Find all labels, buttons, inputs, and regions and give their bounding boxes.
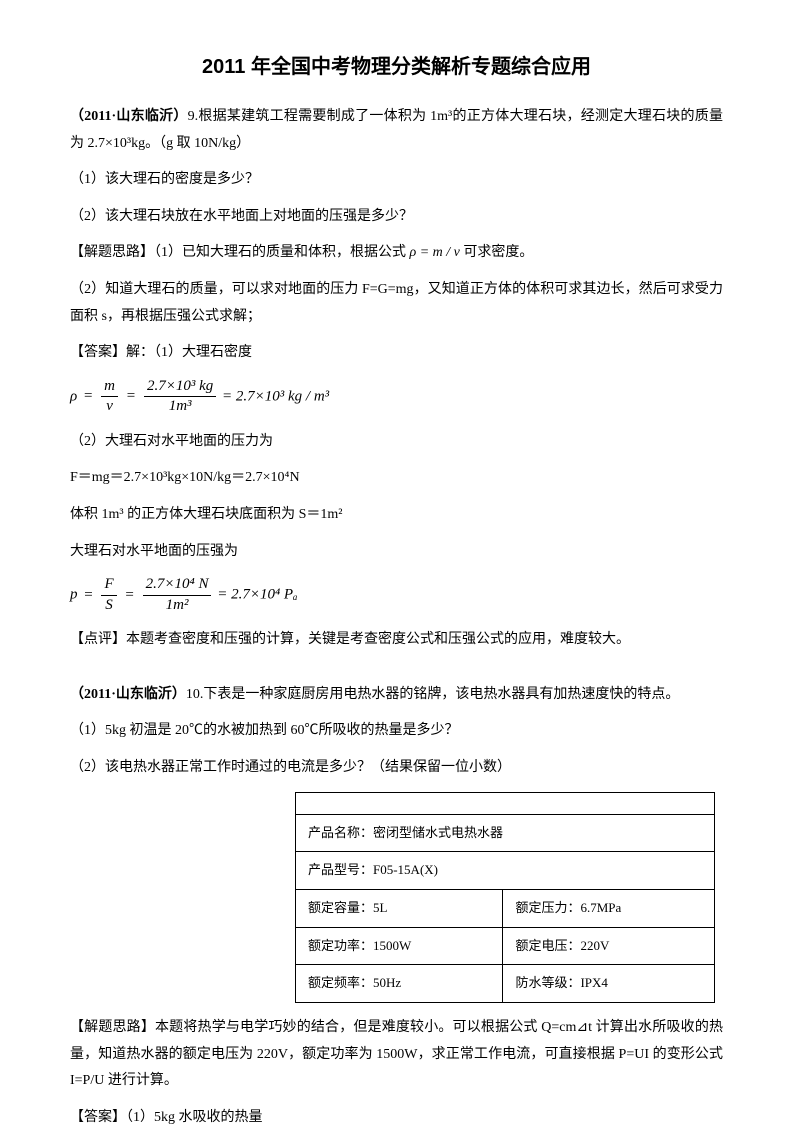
f2-frac2-top: 2.7×10⁴ N bbox=[143, 575, 212, 596]
f1-frac2-bot: 1m³ bbox=[144, 397, 216, 417]
f2-frac1: F S bbox=[101, 575, 116, 615]
f1-frac1-top: m bbox=[101, 377, 118, 398]
spec-table: 产品名称：密闭型储水式电热水器 产品型号：F05-15A(X) 额定容量：5L … bbox=[295, 792, 715, 1003]
solution-idea-1: 【解题思路】（1）已知大理石的质量和体积，根据公式 ρ = m / v 可求密度… bbox=[70, 240, 723, 267]
sl1-part-b: 可求密度。 bbox=[463, 245, 533, 260]
sl1-part-a: 【解题思路】（1）已知大理石的质量和体积，根据公式 bbox=[70, 245, 406, 260]
cell-model: 产品型号：F05-15A(X) bbox=[296, 852, 715, 890]
f1-lhs: ρ bbox=[70, 388, 77, 404]
f2-eq2: = bbox=[125, 587, 133, 603]
f2-rhs: = 2.7×10⁴ Pₐ bbox=[217, 587, 297, 603]
page-title: 2011 年全国中考物理分类解析专题综合应用 bbox=[70, 48, 723, 86]
f1-frac1-bot: v bbox=[101, 397, 118, 417]
source-tag-2: （2011·山东临沂） bbox=[70, 687, 186, 702]
cell-frequency: 额定频率：50Hz bbox=[296, 965, 503, 1003]
f2-frac1-bot: S bbox=[101, 596, 116, 616]
table-row: 额定功率：1500W 额定电压：220V bbox=[296, 927, 715, 965]
table-row: 产品型号：F05-15A(X) bbox=[296, 852, 715, 890]
problem-1-intro: （2011·山东临沂）9.根据某建筑工程需要制成了一体积为 1m³的正方体大理石… bbox=[70, 104, 723, 157]
force-line: F＝mg＝2.7×10³kg×10N/kg＝2.7×10⁴N bbox=[70, 465, 723, 492]
cell-pressure: 额定压力：6.7MPa bbox=[503, 889, 715, 927]
source-tag-1: （2011·山东临沂） bbox=[70, 109, 188, 124]
f2-frac1-top: F bbox=[101, 575, 116, 596]
table-row: 额定频率：50Hz 防水等级：IPX4 bbox=[296, 965, 715, 1003]
inline-formula-rho: ρ = m / v bbox=[410, 245, 460, 260]
f2-lhs: p bbox=[70, 587, 78, 603]
review-1: 【点评】本题考查密度和压强的计算，关键是考查密度公式和压强公式的应用，难度较大。 bbox=[70, 627, 723, 654]
cell-waterproof: 防水等级：IPX4 bbox=[503, 965, 715, 1003]
f1-frac2-top: 2.7×10³ kg bbox=[144, 377, 216, 398]
f2-eq1: = bbox=[84, 587, 92, 603]
solution-idea-3: 【解题思路】本题将热学与电学巧妙的结合，但是难度较小。可以根据公式 Q=cm⊿t… bbox=[70, 1015, 723, 1095]
answer-label-3: 【答案】（1）5kg 水吸收的热量 bbox=[70, 1105, 723, 1131]
f2-frac2: 2.7×10⁴ N 1m² bbox=[143, 575, 212, 615]
formula-density: ρ = m v = 2.7×10³ kg 1m³ = 2.7×10³ kg / … bbox=[70, 377, 723, 417]
cell-capacity: 额定容量：5L bbox=[296, 889, 503, 927]
f1-eq2: = bbox=[127, 388, 135, 404]
cell-power: 额定功率：1500W bbox=[296, 927, 503, 965]
f2-frac2-bot: 1m² bbox=[143, 596, 212, 616]
problem-2-intro: （2011·山东临沂）10.下表是一种家庭厨房用电热水器的铭牌，该电热水器具有加… bbox=[70, 682, 723, 709]
answer-label-2: （2）大理石对水平地面的压力为 bbox=[70, 429, 723, 456]
spacer bbox=[70, 664, 723, 682]
cell-voltage: 额定电压：220V bbox=[503, 927, 715, 965]
pressure-label: 大理石对水平地面的压强为 bbox=[70, 539, 723, 566]
f1-frac2: 2.7×10³ kg 1m³ bbox=[144, 377, 216, 417]
question-2: （2）该大理石块放在水平地面上对地面的压强是多少？ bbox=[70, 204, 723, 231]
cell-product-name: 产品名称：密闭型储水式电热水器 bbox=[296, 814, 715, 852]
cell-blank bbox=[296, 792, 715, 814]
formula-pressure: p = F S = 2.7×10⁴ N 1m² = 2.7×10⁴ Pₐ bbox=[70, 575, 723, 615]
f1-frac1: m v bbox=[101, 377, 118, 417]
question-1: （1）该大理石的密度是多少？ bbox=[70, 167, 723, 194]
solution-idea-2: （2）知道大理石的质量，可以求对地面的压力 F=G=mg，又知道正方体的体积可求… bbox=[70, 277, 723, 330]
table-row: 额定容量：5L 额定压力：6.7MPa bbox=[296, 889, 715, 927]
f1-rhs: = 2.7×10³ kg / m³ bbox=[222, 388, 329, 404]
answer-label-1: 【答案】解：（1）大理石密度 bbox=[70, 340, 723, 367]
area-line: 体积 1m³ 的正方体大理石块底面积为 S＝1m² bbox=[70, 502, 723, 529]
table-row: 产品名称：密闭型储水式电热水器 bbox=[296, 814, 715, 852]
question-3: （1）5kg 初温是 20℃的水被加热到 60℃所吸收的热量是多少？ bbox=[70, 718, 723, 745]
question-4: （2）该电热水器正常工作时通过的电流是多少？（结果保留一位小数） bbox=[70, 755, 723, 782]
f1-eq1: = bbox=[84, 388, 92, 404]
problem-2-text: 10.下表是一种家庭厨房用电热水器的铭牌，该电热水器具有加热速度快的特点。 bbox=[186, 687, 680, 702]
table-row-blank bbox=[296, 792, 715, 814]
